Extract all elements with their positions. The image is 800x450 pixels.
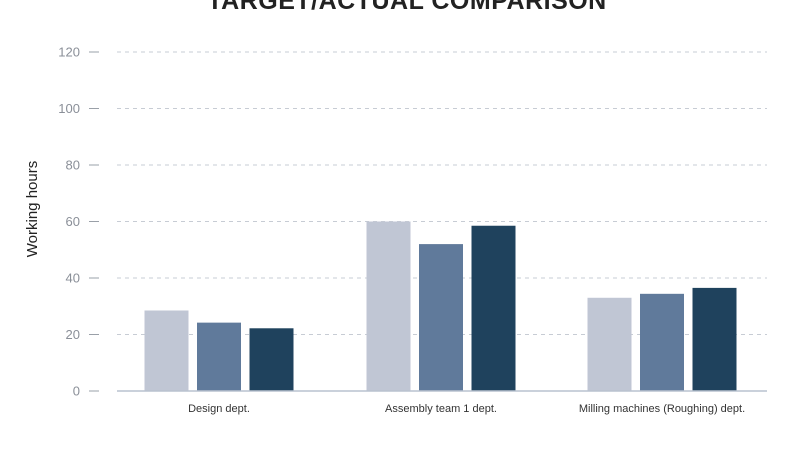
bar — [366, 221, 411, 391]
bar — [640, 293, 684, 391]
y-tick-label: 100 — [58, 101, 80, 116]
y-tick-label: 40 — [66, 271, 80, 286]
y-axis-ticks: 0 20 40 60 80 100 120 — [58, 45, 99, 399]
x-tick-label: Milling machines (Roughing) dept. — [579, 403, 745, 415]
x-tick-label: Design dept. — [188, 403, 250, 415]
bar — [471, 225, 516, 391]
chart-title: TARGET/ACTUAL COMPARISON — [207, 0, 607, 15]
bar — [197, 322, 241, 391]
bars — [144, 221, 737, 391]
y-axis-label: Working hours — [24, 161, 41, 257]
bar — [419, 244, 463, 391]
y-tick-label: 0 — [73, 384, 80, 399]
bar — [587, 297, 632, 391]
bar — [249, 328, 294, 391]
y-tick-label: 120 — [58, 45, 80, 60]
x-axis-labels: Design dept. Assembly team 1 dept. Milling… — [188, 403, 745, 415]
bar — [144, 310, 189, 391]
x-tick-label: Assembly team 1 dept. — [385, 403, 497, 415]
y-tick-label: 80 — [66, 158, 80, 173]
y-tick-label: 60 — [66, 214, 80, 229]
bar — [692, 287, 737, 391]
y-tick-label: 20 — [66, 327, 80, 342]
